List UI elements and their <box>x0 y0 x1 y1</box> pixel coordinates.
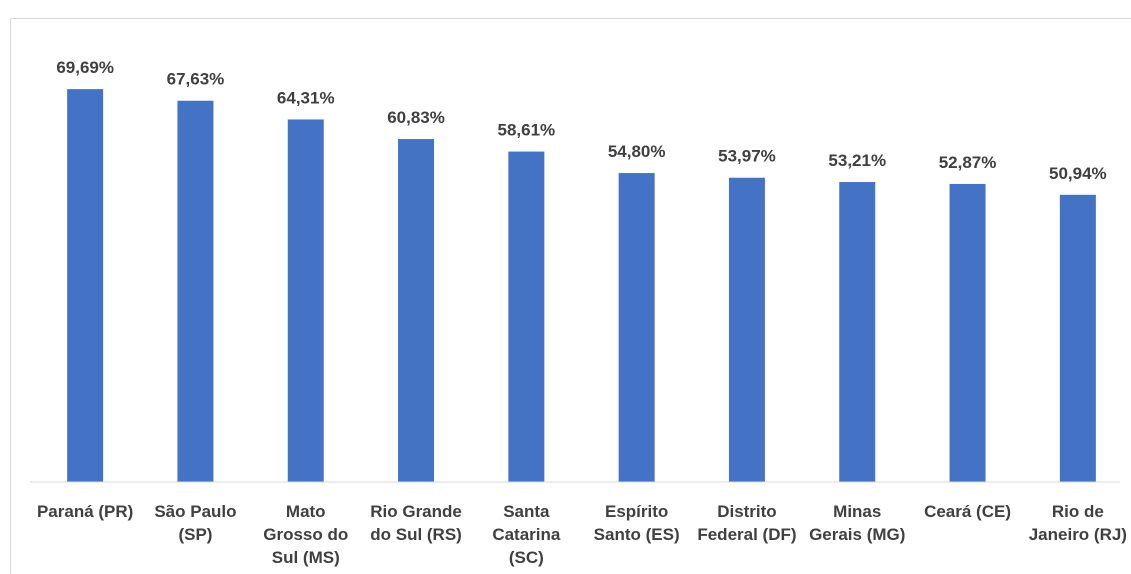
bar <box>1059 194 1096 482</box>
bar <box>398 139 435 483</box>
data-label: 50,94% <box>1049 164 1107 183</box>
data-label: 52,87% <box>939 153 997 172</box>
x-tick-label-line: Janeiro (RJ) <box>1029 525 1127 544</box>
bar <box>287 119 324 482</box>
chart-border <box>10 18 1131 574</box>
bar <box>839 182 876 482</box>
x-tick-label-line: do Sul (RS) <box>370 525 462 544</box>
x-tick-label-line: Paraná (PR) <box>37 502 133 521</box>
x-tick-label-line: (SC) <box>509 548 544 567</box>
x-tick-label-line: Mato <box>286 502 326 521</box>
x-tick-label: Rio Grande do Sul (RS) <box>370 502 462 544</box>
x-tick-label-line: Catarina <box>492 525 561 544</box>
x-tick-label-line: Rio Grande <box>370 502 462 521</box>
x-tick-label: Distrito Federal (DF) <box>697 502 796 544</box>
x-tick-label-line: Santa <box>503 502 550 521</box>
x-tick-label-line: (SP) <box>178 525 212 544</box>
data-label: 54,80% <box>608 142 666 161</box>
x-tick-label: Mato Grosso do Sul (MS) <box>263 502 348 567</box>
data-label: 60,83% <box>387 108 445 127</box>
bar <box>67 89 104 483</box>
data-label: 58,61% <box>498 121 556 140</box>
bar <box>508 151 545 482</box>
bar <box>618 173 655 482</box>
x-tick-label-line: Federal (DF) <box>697 525 796 544</box>
x-tick-label-line: Espírito <box>605 502 668 521</box>
bar <box>177 100 214 483</box>
x-tick-label-line: São Paulo <box>154 502 236 521</box>
data-label: 69,69% <box>56 58 114 77</box>
data-label: 53,97% <box>718 147 776 166</box>
data-label: 53,21% <box>828 151 886 170</box>
x-tick-label-line: Gerais (MG) <box>809 525 905 544</box>
bar <box>949 183 986 482</box>
x-tick-label: Espírito Santo (ES) <box>594 502 680 544</box>
data-label: 67,63% <box>167 70 225 89</box>
x-tick-label: São Paulo (SP) <box>154 502 236 544</box>
x-tick-label: Minas Gerais (MG) <box>809 502 905 544</box>
x-tick-label-line: Santo (ES) <box>594 525 680 544</box>
x-tick-label-line: Sul (MS) <box>272 548 340 567</box>
x-tick-label-line: Distrito <box>717 502 777 521</box>
data-label: 64,31% <box>277 88 335 107</box>
x-tick-label-line: Ceará (CE) <box>924 502 1011 521</box>
x-tick-label: Santa Catarina (SC) <box>492 502 561 567</box>
x-tick-label-line: Grosso do <box>263 525 348 544</box>
x-tick-label: Paraná (PR) <box>37 502 133 521</box>
x-tick-label-line: Rio de <box>1052 502 1104 521</box>
x-tick-label: Rio de Janeiro (RJ) <box>1029 502 1127 544</box>
x-tick-label-line: Minas <box>833 502 881 521</box>
x-tick-label: Ceará (CE) <box>924 502 1011 521</box>
bar <box>728 177 765 482</box>
